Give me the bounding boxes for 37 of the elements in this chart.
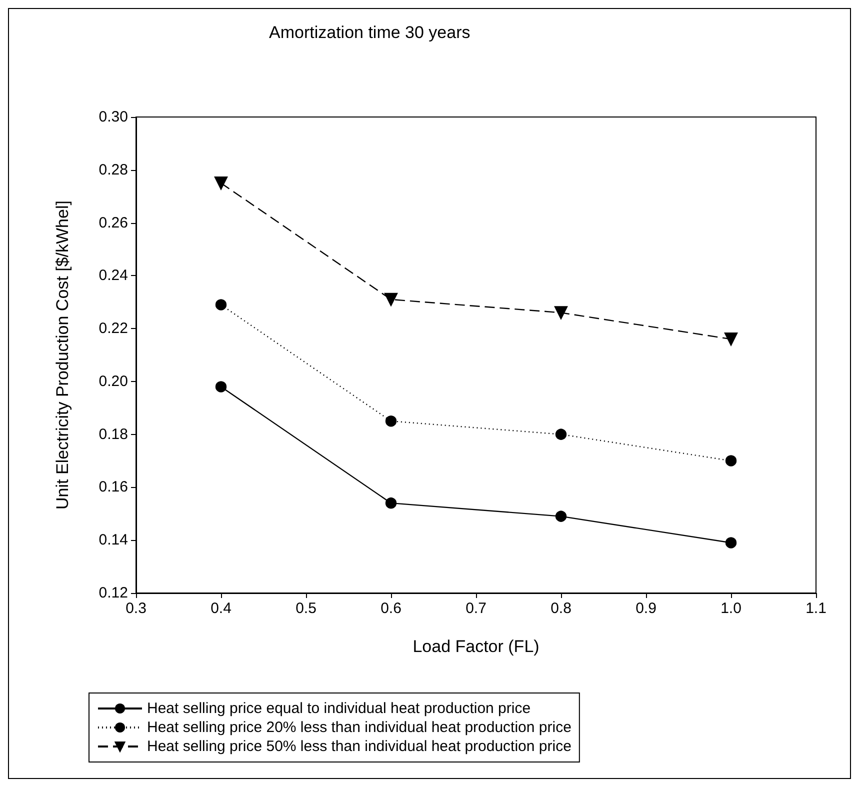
y-tick-label: 0.16 — [98, 478, 128, 496]
point — [725, 455, 737, 466]
point — [215, 299, 227, 310]
point — [555, 428, 567, 440]
y-tick-label: 0.20 — [98, 372, 128, 390]
y-tick-label: 0.24 — [98, 267, 128, 284]
y-axis-title: Unit Electricity Production Cost [$/kWhel] — [53, 200, 72, 510]
point — [555, 510, 567, 522]
y-tick-label: 0.12 — [98, 584, 128, 602]
x-tick-label: 0.3 — [126, 600, 146, 617]
x-tick-label: 0.5 — [296, 600, 316, 617]
point — [385, 497, 397, 509]
y-tick-label: 0.22 — [98, 320, 128, 338]
point — [214, 176, 228, 190]
x-tick-label: 1.0 — [720, 600, 742, 617]
legend-label: Heat selling price equal to individual heat production price — [147, 700, 531, 717]
x-tick-label: 0.7 — [466, 600, 486, 617]
legend-label: Heat selling price 50% less than individual heat production price — [147, 738, 572, 755]
point — [724, 332, 738, 346]
point — [725, 537, 737, 548]
y-tick-label: 0.26 — [98, 214, 128, 232]
y-tick-label: 0.18 — [98, 426, 128, 443]
point — [384, 292, 398, 306]
point — [554, 306, 568, 320]
x-tick-label: 0.6 — [380, 600, 402, 617]
point — [215, 381, 227, 392]
y-tick-label: 0.28 — [98, 161, 128, 178]
x-tick-label: 1.1 — [806, 600, 826, 617]
chart-title: Amortization time 30 years — [269, 23, 470, 42]
point — [385, 416, 397, 427]
x-tick-label: 0.8 — [550, 600, 572, 617]
x-axis-title: Load Factor (FL) — [412, 637, 540, 656]
legend-label: Heat selling price 20% less than individual heat production price — [147, 719, 572, 736]
y-tick-label: 0.30 — [98, 108, 128, 126]
x-tick-label: 0.9 — [636, 600, 656, 617]
x-tick-label: 0.4 — [210, 600, 232, 617]
y-tick-label: 0.14 — [98, 532, 128, 549]
